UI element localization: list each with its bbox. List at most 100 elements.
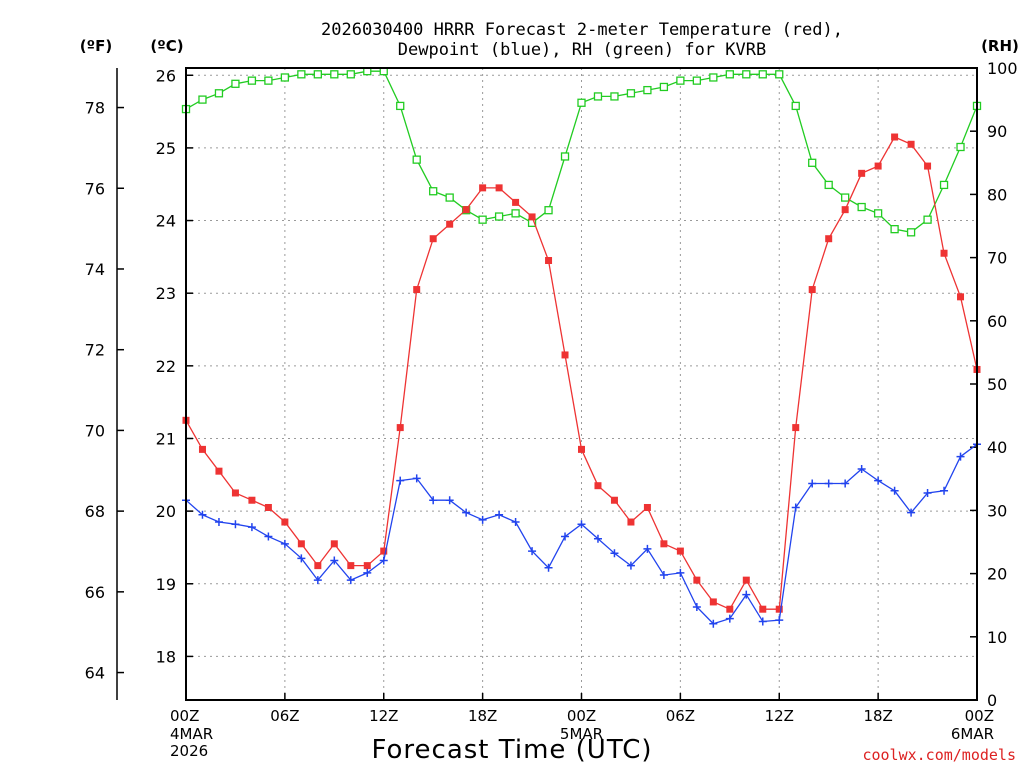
time-tick-date: 6MAR xyxy=(951,725,994,743)
temperature-point xyxy=(808,286,816,294)
rh-tick-label: 70 xyxy=(987,249,1007,268)
fahrenheit-tick-label: 66 xyxy=(85,583,105,602)
fahrenheit-tick-label: 64 xyxy=(85,664,105,683)
celsius-tick-label: 21 xyxy=(156,429,176,448)
rh-point xyxy=(297,70,306,79)
rh-axis-label: (RH) xyxy=(981,37,1019,55)
temperature-point xyxy=(924,162,932,170)
celsius-tick-label: 25 xyxy=(156,139,176,158)
temperature-point xyxy=(248,496,256,504)
time-tick-label: 18Z xyxy=(468,707,497,725)
temperature-point xyxy=(693,576,701,584)
celsius-axis: 18 19 20 21 22 23 24 25 26 xyxy=(156,66,193,666)
celsius-tick-label: 19 xyxy=(156,575,176,594)
rh-tick-label: 50 xyxy=(987,375,1007,394)
temperature-point xyxy=(874,162,882,170)
dewpoint-point xyxy=(379,556,388,565)
rh-point xyxy=(643,85,652,95)
chart-title-line-2: Dewpoint (blue), RH (green) for KVRB xyxy=(398,40,766,60)
temperature-point xyxy=(759,605,767,613)
dewpoint-point xyxy=(791,503,800,512)
rh-point xyxy=(214,89,224,98)
rh-point xyxy=(906,228,916,237)
chart-title-line-1: 2026030400 HRRR Forecast 2-meter Tempera… xyxy=(321,20,843,40)
temperature-point xyxy=(215,467,223,475)
rh-point xyxy=(824,180,833,190)
grid-lines xyxy=(186,68,977,700)
rh-point xyxy=(857,202,866,212)
dewpoint-point xyxy=(577,520,586,529)
dewpoint-point xyxy=(593,534,602,543)
rh-point xyxy=(330,70,339,79)
temperature-point xyxy=(726,605,734,613)
dewpoint-point xyxy=(445,496,454,505)
temperature-point xyxy=(742,576,750,584)
rh-point xyxy=(725,70,734,79)
celsius-tick-label: 23 xyxy=(156,284,176,303)
fahrenheit-tick-label: 70 xyxy=(85,421,105,440)
rh-tick-label: 20 xyxy=(987,565,1007,584)
time-tick-label: 00Z xyxy=(965,707,994,725)
rh-point xyxy=(841,193,850,202)
rh-point xyxy=(280,73,290,82)
time-tick-label: 12Z xyxy=(369,707,398,725)
temperature-point xyxy=(578,445,585,453)
dewpoint-point xyxy=(725,614,734,623)
temperature-point xyxy=(281,518,289,526)
rh-point xyxy=(709,73,718,82)
dewpoint-point xyxy=(198,510,207,519)
rh-point xyxy=(676,76,685,85)
rh-point xyxy=(445,193,454,202)
temperature-point xyxy=(561,351,569,359)
temperature-point xyxy=(429,235,437,243)
time-tick-date: 2026 xyxy=(170,742,208,760)
rh-series xyxy=(181,67,982,237)
dewpoint-point xyxy=(214,518,223,527)
temperature-point xyxy=(314,562,322,570)
dewpoint-point xyxy=(923,488,932,497)
dewpoint-series xyxy=(182,440,981,628)
dewpoint-point xyxy=(412,474,421,483)
time-tick-label: 00Z xyxy=(567,707,596,725)
dewpoint-point xyxy=(659,571,668,580)
dewpoint-point xyxy=(462,508,471,517)
temperature-point xyxy=(479,184,487,192)
celsius-tick-label: 26 xyxy=(156,66,176,85)
plot-frame xyxy=(185,67,978,701)
temperature-point xyxy=(825,235,833,243)
rh-point xyxy=(923,215,932,224)
rh-point xyxy=(775,70,784,79)
temperature-point xyxy=(957,293,965,301)
temperature-point xyxy=(462,206,470,214)
temperature-point xyxy=(347,562,355,570)
rh-point xyxy=(890,225,899,234)
time-tick-label: 18Z xyxy=(863,707,892,725)
time-tick-label: 06Z xyxy=(666,707,695,725)
dewpoint-point xyxy=(511,518,520,527)
rh-point xyxy=(577,98,586,107)
temperature-point xyxy=(528,213,536,221)
rh-tick-label: 60 xyxy=(987,312,1007,331)
rh-tick-label: 40 xyxy=(987,438,1007,457)
dewpoint-point xyxy=(429,496,438,505)
dewpoint-point xyxy=(758,617,767,626)
dewpoint-point xyxy=(280,539,289,548)
temperature-point xyxy=(792,424,800,432)
rh-point xyxy=(626,89,636,98)
rh-point xyxy=(264,76,273,85)
temperature-point xyxy=(297,540,305,548)
rh-point xyxy=(544,206,553,215)
rh-point xyxy=(939,180,949,190)
temperature-point xyxy=(512,198,520,206)
rh-point xyxy=(560,152,570,161)
dewpoint-point xyxy=(643,544,652,553)
fahrenheit-axis: 64 66 68 70 72 74 76 78 xyxy=(85,99,124,683)
fahrenheit-tick-label: 76 xyxy=(85,179,105,198)
celsius-tick-label: 22 xyxy=(156,357,176,376)
rh-point xyxy=(429,187,438,196)
temperature-point xyxy=(660,540,668,548)
rh-point xyxy=(659,82,669,92)
dewpoint-point xyxy=(330,556,339,565)
rh-point xyxy=(198,95,207,104)
